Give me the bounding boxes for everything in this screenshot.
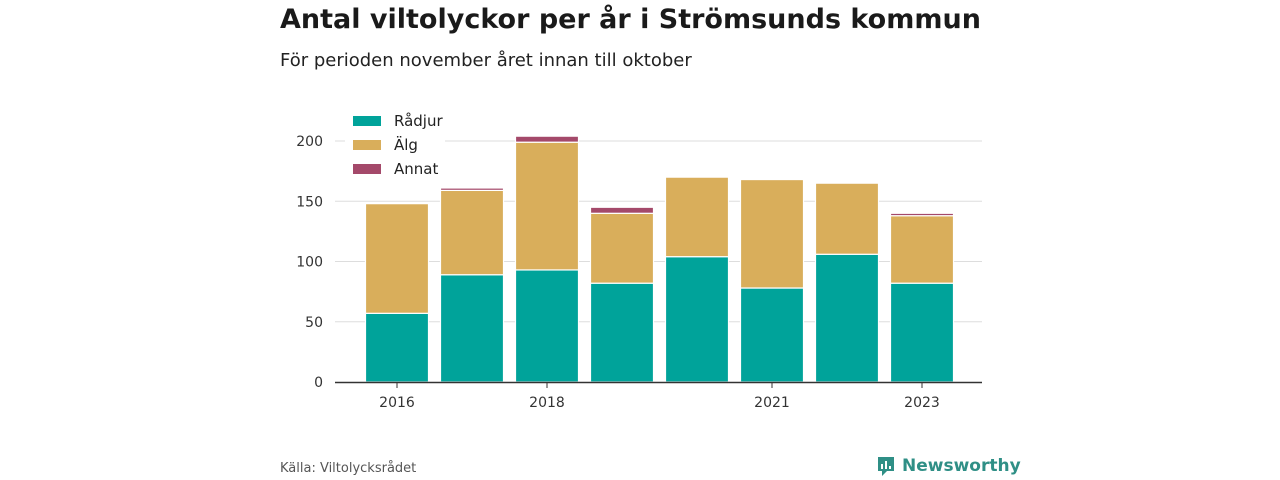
bar-annat-2019 xyxy=(589,206,655,214)
brand-name: Newsworthy xyxy=(902,456,1021,476)
bar-rådjur-2019 xyxy=(589,282,655,383)
legend-swatch-rådjur xyxy=(353,116,381,126)
brand-logo: Newsworthy xyxy=(876,455,1021,477)
bar-älg-2022 xyxy=(814,182,880,255)
legend-label: Rådjur xyxy=(394,112,443,130)
bar-älg-2023 xyxy=(889,215,955,284)
y-tick-label: 100 xyxy=(296,255,323,271)
y-tick-label: 200 xyxy=(296,134,323,150)
x-tick-label: 2018 xyxy=(529,395,565,411)
bar-rådjur-2016 xyxy=(364,312,430,383)
bar-rådjur-2017 xyxy=(439,274,505,383)
bar-älg-2016 xyxy=(364,203,430,314)
bar-rådjur-2022 xyxy=(814,253,880,383)
source-note: Källa: Viltolycksrådet xyxy=(280,461,417,476)
chart-subtitle: För perioden november året innan till ok… xyxy=(280,50,692,71)
bar-älg-2021 xyxy=(739,178,805,289)
x-tick-label: 2021 xyxy=(754,395,790,411)
bar-älg-2018 xyxy=(514,141,580,271)
y-tick-label: 150 xyxy=(296,194,323,210)
bar-rådjur-2018 xyxy=(514,269,580,383)
x-tick-label: 2016 xyxy=(379,395,415,411)
legend-label: Annat xyxy=(394,160,438,178)
legend-swatch-annat xyxy=(353,164,381,174)
bar-älg-2020 xyxy=(664,176,730,258)
chart-title: Antal viltolyckor per år i Strömsunds ko… xyxy=(280,4,981,35)
bar-älg-2017 xyxy=(439,189,505,276)
bar-annat-2017 xyxy=(439,187,505,192)
legend-swatch-älg xyxy=(353,140,381,150)
bar-rådjur-2020 xyxy=(664,256,730,383)
legend-label: Älg xyxy=(394,135,418,154)
bar-annat-2023 xyxy=(889,212,955,217)
bar-rådjur-2023 xyxy=(889,282,955,383)
stacked-bar-chart: 0 50 100 150 200 2016 2018 2021 2023 Rådjur Älg Ann… xyxy=(296,112,982,411)
bar-annat-2018 xyxy=(514,135,580,143)
x-tick-label: 2023 xyxy=(904,395,940,411)
bar-rådjur-2021 xyxy=(739,287,805,383)
bar-älg-2019 xyxy=(589,212,655,284)
y-tick-label: 50 xyxy=(305,315,323,331)
y-tick-label: 0 xyxy=(314,375,323,391)
newsworthy-logo-icon xyxy=(878,457,894,476)
